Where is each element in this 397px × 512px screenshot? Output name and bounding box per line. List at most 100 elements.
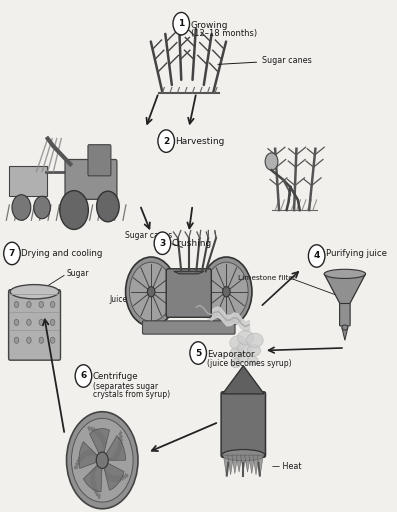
Text: — Heat: — Heat <box>272 462 302 471</box>
Text: Crushing: Crushing <box>172 239 212 248</box>
Text: Evaporator: Evaporator <box>207 350 254 359</box>
Circle shape <box>39 302 44 308</box>
Polygon shape <box>113 451 121 456</box>
Polygon shape <box>342 328 348 340</box>
Polygon shape <box>103 438 106 451</box>
FancyBboxPatch shape <box>65 160 117 199</box>
Text: 7: 7 <box>9 249 15 258</box>
Text: Juice: Juice <box>110 295 128 304</box>
Polygon shape <box>118 438 123 444</box>
Polygon shape <box>107 458 117 460</box>
Ellipse shape <box>222 450 265 461</box>
Text: crystals from syrup): crystals from syrup) <box>93 390 170 399</box>
Polygon shape <box>98 494 100 499</box>
Polygon shape <box>227 455 233 475</box>
Circle shape <box>173 12 189 35</box>
Polygon shape <box>106 436 125 460</box>
Circle shape <box>34 196 50 219</box>
Circle shape <box>14 319 19 326</box>
Text: (12–18 months): (12–18 months) <box>191 29 257 38</box>
Circle shape <box>129 262 173 321</box>
Polygon shape <box>90 429 110 454</box>
Polygon shape <box>100 432 102 442</box>
Polygon shape <box>109 456 119 459</box>
Text: 3: 3 <box>159 239 166 248</box>
Circle shape <box>154 232 171 254</box>
Circle shape <box>201 257 252 327</box>
Polygon shape <box>224 455 229 476</box>
Ellipse shape <box>247 333 263 348</box>
Circle shape <box>223 287 230 297</box>
Polygon shape <box>83 465 102 492</box>
Ellipse shape <box>247 356 258 365</box>
Circle shape <box>308 245 325 267</box>
Text: Drying and cooling: Drying and cooling <box>21 249 103 258</box>
Circle shape <box>204 262 248 321</box>
Polygon shape <box>111 474 117 483</box>
Polygon shape <box>249 455 255 474</box>
Text: 4: 4 <box>314 251 320 261</box>
Circle shape <box>14 302 19 308</box>
Polygon shape <box>93 483 96 491</box>
Polygon shape <box>74 465 78 470</box>
Polygon shape <box>111 454 120 458</box>
Text: Growing: Growing <box>191 21 228 30</box>
Polygon shape <box>75 462 80 466</box>
Text: 6: 6 <box>80 372 87 380</box>
Polygon shape <box>113 475 119 483</box>
Circle shape <box>50 302 55 308</box>
Polygon shape <box>114 448 122 454</box>
Polygon shape <box>324 274 366 305</box>
Circle shape <box>75 365 92 387</box>
Ellipse shape <box>342 325 348 330</box>
Text: 1: 1 <box>178 19 184 28</box>
Polygon shape <box>90 466 98 476</box>
Polygon shape <box>105 468 110 481</box>
Circle shape <box>125 257 177 327</box>
Polygon shape <box>80 454 87 458</box>
Circle shape <box>147 287 155 297</box>
Polygon shape <box>240 455 246 471</box>
Circle shape <box>50 319 55 326</box>
Text: Purifying juice: Purifying juice <box>326 249 387 258</box>
Circle shape <box>27 319 31 326</box>
Polygon shape <box>106 471 112 482</box>
Polygon shape <box>104 466 108 480</box>
Polygon shape <box>78 457 84 460</box>
Polygon shape <box>94 486 97 494</box>
Text: Limestone filter: Limestone filter <box>238 275 295 281</box>
Text: (juice becomes syrup): (juice becomes syrup) <box>207 359 291 368</box>
FancyBboxPatch shape <box>221 392 266 457</box>
Circle shape <box>67 412 138 509</box>
Polygon shape <box>116 445 123 451</box>
FancyBboxPatch shape <box>143 321 235 334</box>
Polygon shape <box>77 460 82 463</box>
Polygon shape <box>118 434 123 440</box>
Polygon shape <box>103 436 105 448</box>
FancyBboxPatch shape <box>339 304 350 326</box>
Circle shape <box>27 302 31 308</box>
Polygon shape <box>81 453 89 457</box>
Polygon shape <box>118 475 124 481</box>
Ellipse shape <box>237 331 254 345</box>
Polygon shape <box>108 472 114 482</box>
Polygon shape <box>124 473 129 478</box>
Polygon shape <box>253 455 259 475</box>
Text: (separates sugar: (separates sugar <box>93 381 158 391</box>
Circle shape <box>96 452 108 468</box>
Polygon shape <box>83 451 92 456</box>
Text: Centrifuge: Centrifuge <box>93 372 139 381</box>
Polygon shape <box>90 464 99 474</box>
Polygon shape <box>93 427 96 435</box>
Ellipse shape <box>238 342 251 354</box>
Circle shape <box>50 337 55 344</box>
Polygon shape <box>118 431 122 436</box>
Polygon shape <box>87 449 96 456</box>
FancyBboxPatch shape <box>9 290 60 360</box>
Polygon shape <box>89 448 98 457</box>
Polygon shape <box>232 455 238 474</box>
Circle shape <box>96 191 119 222</box>
Ellipse shape <box>230 347 244 359</box>
Ellipse shape <box>231 358 241 368</box>
Circle shape <box>39 337 44 344</box>
